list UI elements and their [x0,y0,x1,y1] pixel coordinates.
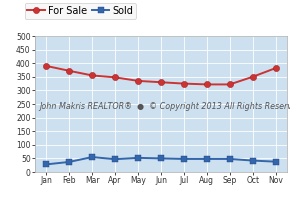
Text: John Makris REALTOR®  ●  © Copyright 2013 All Rights Reserv: John Makris REALTOR® ● © Copyright 2013 … [39,102,290,111]
Legend: For Sale, Sold: For Sale, Sold [25,3,136,19]
